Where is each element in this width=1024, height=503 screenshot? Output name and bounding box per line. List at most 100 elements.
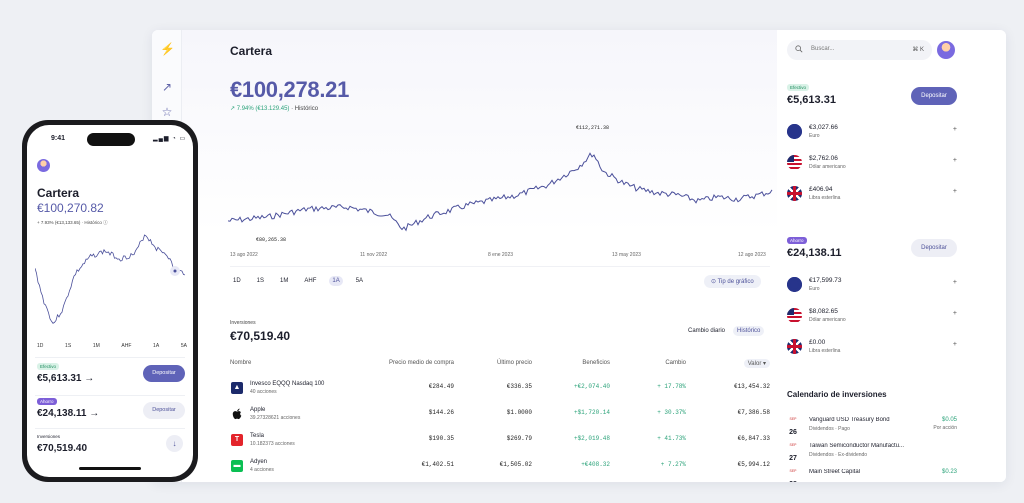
currency-row[interactable]: €17,599.73 Euro +	[787, 275, 957, 297]
holding-value: €5,994.12	[737, 461, 770, 468]
period-1m[interactable]: 1M	[280, 278, 289, 284]
holding-name: Invesco EQQQ Nasdaq 100	[250, 381, 325, 387]
phone-period-selector: 1D 1S 1M AHF 1A 5A	[37, 343, 187, 349]
phone-savings-badge: Ahorro	[37, 398, 57, 405]
phone-period-ahf[interactable]: AHF	[121, 343, 132, 349]
holding-change: + 30.37%	[657, 409, 686, 416]
phone-investments-label: Inversiones	[37, 434, 61, 439]
calendar-event-title: Main Street Capital	[809, 469, 861, 475]
calendar-amount: $0.05	[941, 417, 957, 423]
phone-savings-card[interactable]: Ahorro €24,138.11 → Depositar	[33, 398, 187, 428]
main-panel: Cartera €100,278.21 ↗ 7.94% (€13.129.45)…	[182, 30, 777, 482]
trend-icon[interactable]: ↗	[161, 80, 173, 94]
table-header: Nombre Precio medio de compra Último pre…	[230, 359, 770, 370]
holding-name: Adyen	[250, 459, 268, 465]
holding-shares: 4 acciones	[250, 467, 274, 473]
divider	[35, 357, 185, 358]
currency-value: €17,599.73	[809, 277, 842, 284]
portfolio-value: €100,278.21	[230, 77, 350, 102]
table-row[interactable]: ▲ Invesco EQQQ Nasdaq 100 40 acciones €284.…	[230, 379, 770, 401]
holding-shares: 10.182373 acciones	[250, 441, 295, 447]
calendar-date: SEP 27	[789, 443, 797, 462]
plus-icon[interactable]: +	[952, 310, 957, 317]
holding-logo-icon	[231, 408, 243, 420]
cash-deposit-button[interactable]: Depositar	[911, 87, 957, 105]
phone-avatar[interactable]	[37, 159, 50, 172]
period-5a[interactable]: 5A	[355, 278, 364, 284]
phone-cash-card[interactable]: Efectivo €5,613.31 → Depositar	[33, 363, 187, 393]
calendar-item[interactable]: SEP 26 Vanguard USD Treasury Bond Dividendo…	[787, 415, 957, 441]
calendar-event-sub: Dividendos · Ex-dividendo	[809, 452, 868, 458]
calendar-title: Calendario de inversiones	[787, 390, 887, 399]
x-label: 13 may 2023	[612, 252, 641, 258]
phone-period-1d[interactable]: 1D	[37, 343, 44, 349]
chart-tip-button[interactable]: ⊙ Tip de gráfico	[704, 275, 761, 288]
toggle-historic[interactable]: Histórico	[733, 326, 765, 336]
currency-value: £0.00	[809, 339, 826, 346]
period-1a[interactable]: 1A	[329, 276, 343, 286]
table-row[interactable]: T Tesla 10.182373 acciones $190.35 $269.79 +$…	[230, 431, 770, 453]
star-icon[interactable]: ☆	[161, 105, 173, 119]
divider	[230, 266, 770, 267]
search-input[interactable]: Buscar... ⌘ K	[787, 40, 932, 60]
currency-name: Euro	[809, 133, 820, 139]
col-value[interactable]: Valor ▾	[743, 359, 770, 368]
desktop-window: ⚡ ↗ ☆ Cartera €100,278.21 ↗ 7.94% (€13.1…	[152, 30, 1006, 482]
phone-frame: 9:41 ▂▄▆ ◔ ▭ Cartera €100,270.82 + 7.93%…	[22, 120, 198, 482]
holding-logo-icon: ▲	[231, 382, 243, 394]
x-label: 8 ene 2023	[488, 252, 514, 258]
currency-row[interactable]: £0.00 Libra esterlina +	[787, 337, 957, 359]
calendar-event-sub: Dividendos · Pago	[809, 426, 850, 432]
phone-period-1a[interactable]: 1A	[153, 343, 160, 349]
avatar[interactable]	[937, 41, 955, 59]
period-1s[interactable]: 1S	[256, 278, 265, 284]
plus-icon[interactable]: +	[952, 341, 957, 348]
table-row[interactable]: ▬ Adyen 4 acciones €1,402.51 €1,505.02 +€408.…	[230, 457, 770, 479]
period-1d[interactable]: 1D	[233, 278, 241, 284]
currency-row[interactable]: $2,762.06 Dólar americano +	[787, 153, 957, 175]
chart-high-label: €112,271.38	[576, 125, 609, 131]
phone-cash-amount: €5,613.31 →	[37, 373, 95, 384]
calendar-date: SEP28	[789, 469, 797, 482]
holding-avg-price: $190.35	[428, 435, 454, 442]
phone-period-5a[interactable]: 5A	[180, 343, 187, 349]
phone-chart[interactable]	[35, 229, 185, 329]
phone-period-1s[interactable]: 1S	[65, 343, 72, 349]
bolt-logo-icon[interactable]: ⚡	[160, 42, 175, 56]
savings-deposit-button[interactable]: Depositar	[911, 239, 957, 257]
cash-badge: Efectivo	[787, 84, 810, 91]
holding-value: €13,454.32	[733, 383, 770, 390]
phone-cash-badge: Efectivo	[37, 363, 60, 370]
plus-icon[interactable]: +	[952, 279, 957, 286]
holding-profit: +$2,019.48	[573, 435, 610, 442]
plus-icon[interactable]: +	[952, 188, 957, 195]
col-name[interactable]: Nombre	[230, 360, 252, 366]
holding-logo-icon: ▬	[231, 460, 243, 472]
phone-savings-deposit-button[interactable]: Depositar	[143, 402, 185, 419]
phone-period-1m[interactable]: 1M	[92, 343, 100, 349]
calendar-item[interactable]: SEP28 Main Street Capital $0.23	[787, 467, 957, 482]
home-indicator	[79, 467, 141, 470]
savings-amount: €24,138.11	[787, 247, 842, 259]
holding-change: + 41.73%	[657, 435, 686, 442]
arrow-down-icon[interactable]: ↓	[166, 435, 183, 452]
currency-row[interactable]: €3,027.66 Euro +	[787, 122, 957, 144]
col-profit[interactable]: Beneficios	[582, 360, 610, 366]
col-avg[interactable]: Precio medio de compra	[388, 360, 454, 366]
portfolio-change: ↗ 7.94% (€13.129.45) · Histórico	[230, 106, 319, 112]
toggle-daily[interactable]: Cambio diario	[688, 328, 726, 334]
plus-icon[interactable]: +	[952, 126, 957, 133]
col-change[interactable]: Cambio	[665, 360, 686, 366]
table-row[interactable]: Apple 39.27328621 acciones $144.26 $1.0000 +…	[230, 405, 770, 427]
currency-row[interactable]: $8,082.65 Dólar americano +	[787, 306, 957, 328]
currency-value: $8,082.65	[809, 308, 838, 315]
plus-icon[interactable]: +	[952, 157, 957, 164]
portfolio-chart[interactable]: €112,271.38 €80,265.38	[228, 125, 773, 260]
currency-row[interactable]: £406.94 Libra esterlina +	[787, 184, 957, 206]
phone-investments-card[interactable]: Inversiones €70,519.40 ↓	[33, 432, 187, 462]
period-ahf[interactable]: AHF	[304, 278, 317, 284]
calendar-item[interactable]: SEP 27 Taiwan Semiconductor Manufactu... Di…	[787, 441, 957, 467]
phone-cash-deposit-button[interactable]: Depositar	[143, 365, 185, 382]
status-icons: ▂▄▆ ◔ ▭	[153, 136, 187, 142]
col-last[interactable]: Último precio	[496, 360, 532, 366]
